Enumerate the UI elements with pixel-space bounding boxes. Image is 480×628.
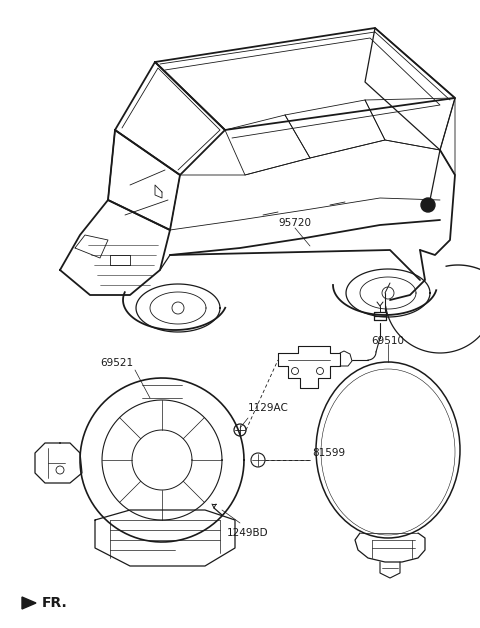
Text: FR.: FR. [42, 596, 68, 610]
Text: 69510: 69510 [372, 336, 405, 346]
Polygon shape [22, 597, 36, 609]
Text: 81599: 81599 [312, 448, 345, 458]
Text: 95720: 95720 [278, 218, 312, 228]
Text: 69521: 69521 [100, 358, 133, 368]
Text: 1249BD: 1249BD [227, 528, 269, 538]
Text: 1129AC: 1129AC [248, 403, 289, 413]
Circle shape [421, 198, 435, 212]
